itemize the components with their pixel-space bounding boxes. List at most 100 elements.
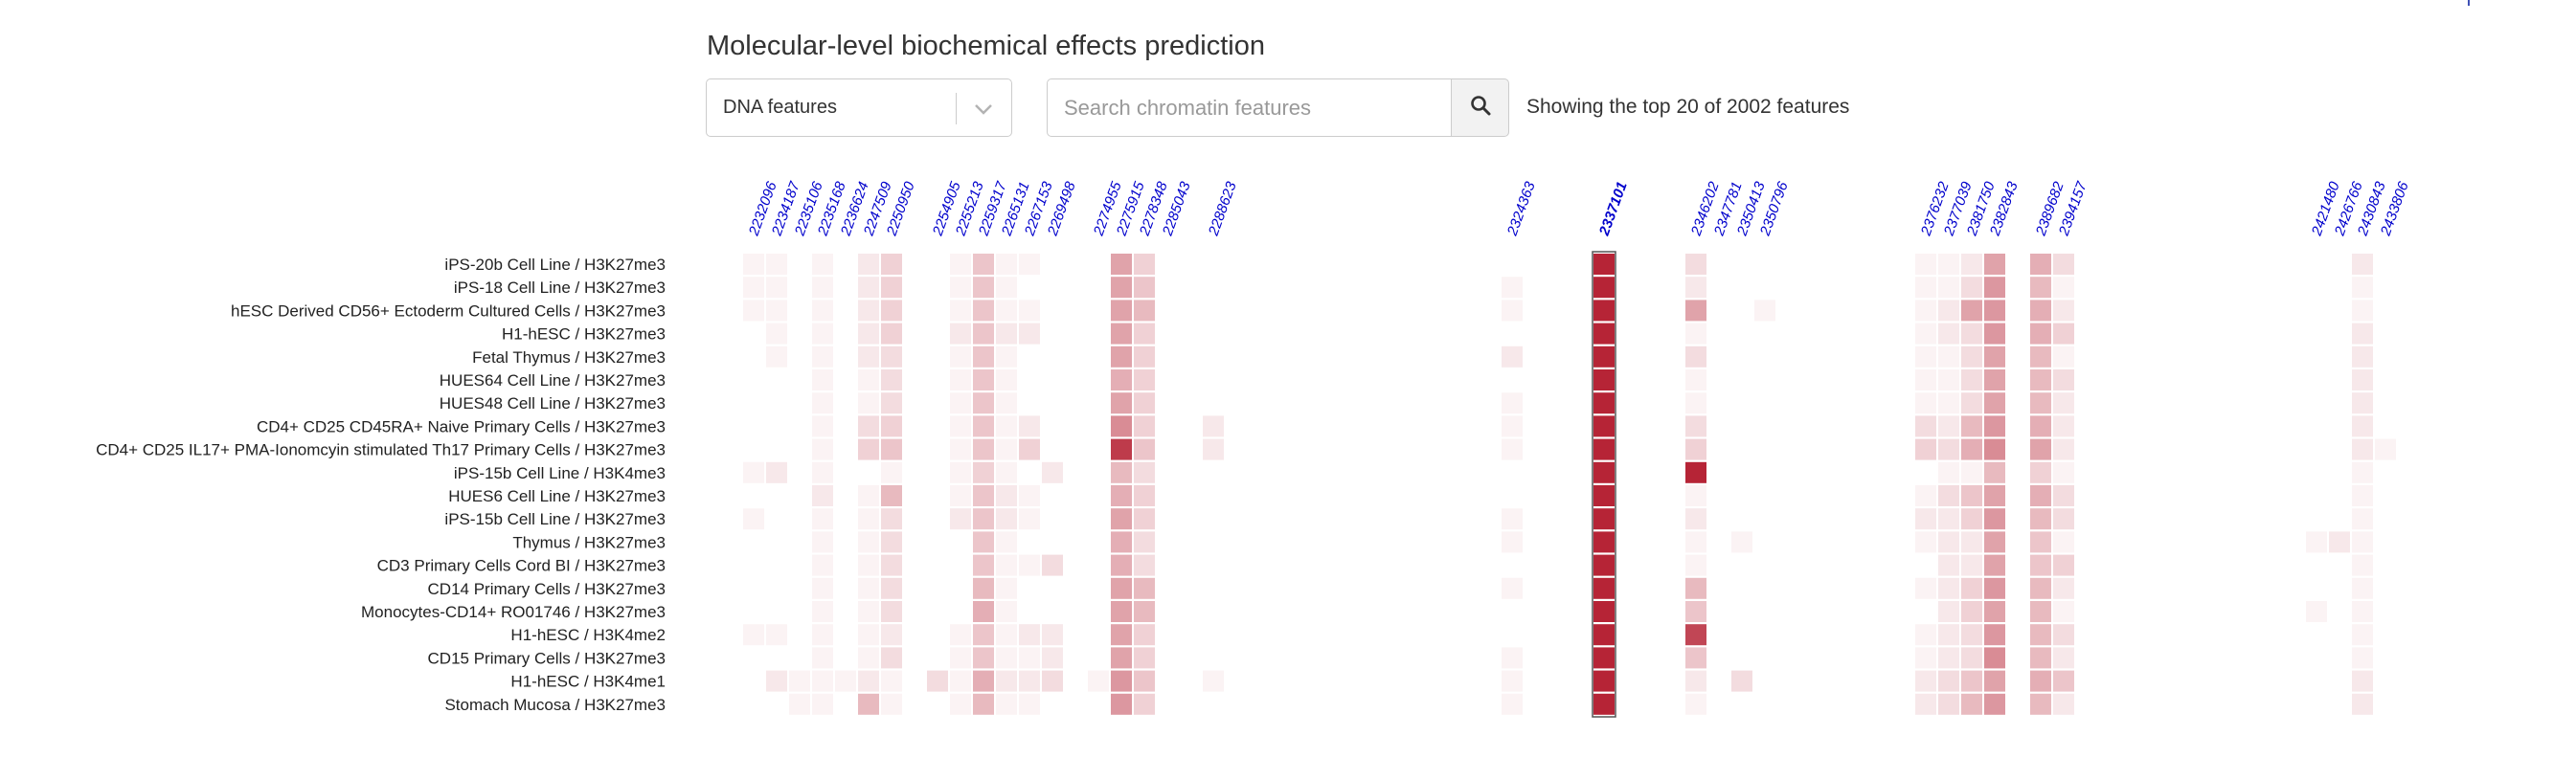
heatmap-cell[interactable] (1938, 670, 1959, 692)
heatmap-cell[interactable] (973, 369, 994, 390)
heatmap-cell[interactable] (812, 438, 833, 460)
heatmap-cell[interactable] (2053, 601, 2074, 622)
heatmap-cell[interactable] (1938, 693, 1959, 715)
heatmap-cell[interactable] (1961, 577, 1982, 599)
heatmap-cell[interactable] (1111, 577, 1132, 599)
heatmap-cell[interactable] (766, 323, 787, 345)
heatmap-cell[interactable] (950, 438, 971, 460)
heatmap-cell[interactable] (1019, 300, 1040, 322)
heatmap-cell[interactable] (996, 369, 1017, 390)
heatmap-cell[interactable] (881, 554, 902, 576)
heatmap-cell[interactable] (1961, 369, 1982, 390)
heatmap-cell[interactable] (1042, 647, 1063, 669)
heatmap-cell[interactable] (1111, 670, 1132, 692)
column-label-2288623[interactable]: 2288623 (1205, 179, 1240, 238)
heatmap-cell[interactable] (1134, 346, 1155, 368)
heatmap-cell[interactable] (2329, 531, 2350, 553)
heatmap-cell[interactable] (2030, 531, 2051, 553)
heatmap-cell[interactable] (1915, 577, 1936, 599)
heatmap-cell[interactable] (1134, 392, 1155, 414)
heatmap-cell[interactable] (858, 277, 879, 299)
heatmap-cell[interactable] (1685, 277, 1706, 299)
heatmap-cell[interactable] (2352, 577, 2373, 599)
heatmap-cell[interactable] (996, 554, 1017, 576)
heatmap-cell[interactable] (1961, 323, 1982, 345)
heatmap-cell[interactable] (812, 670, 833, 692)
heatmap-cell[interactable] (1685, 485, 1706, 506)
heatmap-cell[interactable] (1685, 392, 1706, 414)
heatmap-cell[interactable] (1019, 554, 1040, 576)
heatmap-cell[interactable] (858, 624, 879, 646)
heatmap-cell[interactable] (1938, 254, 1959, 275)
heatmap-cell[interactable] (950, 254, 971, 275)
heatmap-cell[interactable] (996, 461, 1017, 483)
chromatin-feature-search-input[interactable] (1047, 78, 1453, 137)
heatmap-cell[interactable] (996, 508, 1017, 530)
heatmap-cell[interactable] (996, 254, 1017, 275)
heatmap-cell[interactable] (881, 346, 902, 368)
heatmap-cell[interactable] (2053, 554, 2074, 576)
heatmap-cell[interactable] (1502, 392, 1523, 414)
heatmap-cell[interactable] (1685, 461, 1706, 483)
heatmap-cell[interactable] (1685, 508, 1706, 530)
heatmap-cell[interactable] (2030, 508, 2051, 530)
heatmap-cell[interactable] (1685, 577, 1706, 599)
heatmap-cell[interactable] (858, 577, 879, 599)
heatmap-cell[interactable] (812, 323, 833, 345)
heatmap-cell[interactable] (1984, 531, 2005, 553)
heatmap-cell[interactable] (996, 670, 1017, 692)
heatmap-cell[interactable] (2030, 670, 2051, 692)
heatmap-cell[interactable] (1019, 438, 1040, 460)
heatmap-cell[interactable] (1938, 531, 1959, 553)
heatmap-cell[interactable] (1915, 369, 1936, 390)
heatmap-cell[interactable] (881, 300, 902, 322)
heatmap-cell[interactable] (1685, 415, 1706, 437)
heatmap-cell[interactable] (1938, 577, 1959, 599)
column-label-2324363[interactable]: 2324363 (1503, 179, 1539, 238)
heatmap-cell[interactable] (1203, 670, 1224, 692)
heatmap-cell[interactable] (2352, 277, 2373, 299)
heatmap-cell[interactable] (1731, 670, 1752, 692)
heatmap-cell[interactable] (1019, 415, 1040, 437)
heatmap-cell[interactable] (1731, 531, 1752, 553)
heatmap-cell[interactable] (1984, 438, 2005, 460)
heatmap-cell[interactable] (973, 577, 994, 599)
heatmap-cell[interactable] (996, 577, 1017, 599)
heatmap-cell[interactable] (1984, 346, 2005, 368)
heatmap-cell[interactable] (1111, 369, 1132, 390)
heatmap-cell[interactable] (973, 693, 994, 715)
heatmap-cell[interactable] (1134, 531, 1155, 553)
heatmap-cell[interactable] (1042, 624, 1063, 646)
heatmap-cell[interactable] (1203, 415, 1224, 437)
heatmap-cell[interactable] (1593, 392, 1615, 414)
heatmap-cell[interactable] (2053, 670, 2074, 692)
heatmap-cell[interactable] (950, 415, 971, 437)
heatmap-cell[interactable] (950, 346, 971, 368)
heatmap-cell[interactable] (1134, 461, 1155, 483)
heatmap-cell[interactable] (2030, 601, 2051, 622)
heatmap-cell[interactable] (812, 392, 833, 414)
heatmap-cell[interactable] (950, 392, 971, 414)
heatmap-cell[interactable] (1685, 624, 1706, 646)
heatmap-cell[interactable] (1111, 485, 1132, 506)
heatmap-cell[interactable] (1915, 346, 1936, 368)
heatmap-cell[interactable] (1593, 508, 1615, 530)
heatmap-cell[interactable] (2352, 369, 2373, 390)
heatmap-cell[interactable] (996, 485, 1017, 506)
heatmap-cell[interactable] (973, 392, 994, 414)
heatmap-cell[interactable] (1961, 508, 1982, 530)
heatmap-cell[interactable] (1685, 647, 1706, 669)
heatmap-cell[interactable] (2053, 254, 2074, 275)
heatmap-cell[interactable] (858, 323, 879, 345)
heatmap-cell[interactable] (950, 300, 971, 322)
heatmap-cell[interactable] (1984, 693, 2005, 715)
heatmap-cell[interactable] (1019, 647, 1040, 669)
heatmap-cell[interactable] (973, 624, 994, 646)
heatmap-cell[interactable] (1502, 438, 1523, 460)
heatmap-cell[interactable] (2030, 254, 2051, 275)
heatmap-cell[interactable] (973, 300, 994, 322)
heatmap-cell[interactable] (2352, 254, 2373, 275)
heatmap-cell[interactable] (812, 647, 833, 669)
heatmap-cell[interactable] (1502, 300, 1523, 322)
heatmap-cell[interactable] (950, 323, 971, 345)
